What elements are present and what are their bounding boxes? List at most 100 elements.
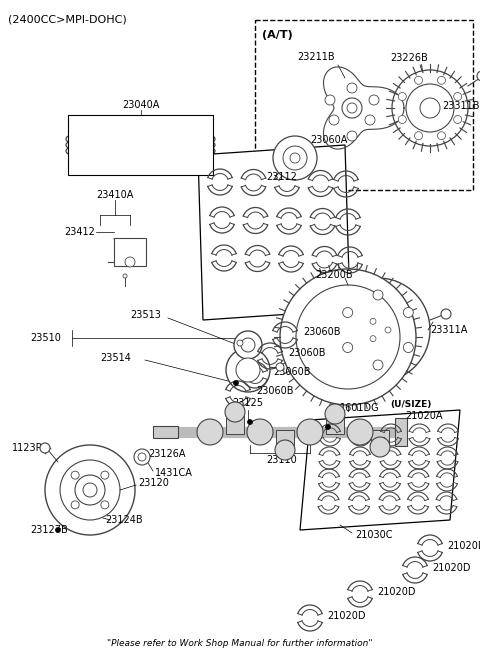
Bar [114,238,146,266]
Text: 23040A: 23040A [122,100,159,110]
Circle shape [71,471,79,479]
Bar [276,430,294,452]
Text: 1601DG: 1601DG [340,403,380,413]
Text: 23112: 23112 [266,172,297,182]
Circle shape [365,115,375,125]
Circle shape [370,335,376,342]
Text: 23060B: 23060B [273,367,311,377]
Text: 21020D: 21020D [327,611,365,621]
Circle shape [437,76,445,84]
Circle shape [369,95,379,105]
Circle shape [325,424,331,430]
Text: (2400CC>MPI-DOHC): (2400CC>MPI-DOHC) [8,14,127,24]
Circle shape [226,348,270,392]
Circle shape [329,115,339,125]
Text: 23110: 23110 [266,455,298,465]
Circle shape [403,343,413,352]
Circle shape [373,360,383,370]
Text: 23226B: 23226B [390,53,428,63]
Circle shape [237,340,243,346]
Text: 23510: 23510 [30,333,61,343]
Text: 23124B: 23124B [105,515,143,525]
Polygon shape [300,410,460,530]
Circle shape [370,318,376,324]
Polygon shape [236,351,260,370]
Text: 21020A: 21020A [405,411,443,421]
Bar [255,20,473,190]
Circle shape [343,307,353,318]
Circle shape [358,310,398,350]
Text: 23514: 23514 [100,353,131,363]
Circle shape [123,274,127,278]
Circle shape [45,445,135,535]
Circle shape [297,419,323,445]
Text: 23410A: 23410A [96,190,134,200]
Text: 21030C: 21030C [355,530,393,540]
Text: 23126A: 23126A [148,449,185,459]
Circle shape [101,501,109,509]
Circle shape [56,527,60,533]
Circle shape [233,381,239,386]
Circle shape [415,76,422,84]
Circle shape [347,419,373,445]
Circle shape [441,309,451,319]
Circle shape [385,327,391,333]
Circle shape [296,285,400,389]
Circle shape [398,92,406,100]
Circle shape [241,338,255,352]
Circle shape [342,98,362,118]
Bar [395,418,407,446]
Circle shape [247,419,273,445]
Circle shape [234,331,262,359]
Circle shape [276,363,284,371]
Circle shape [280,269,416,405]
Circle shape [454,115,462,124]
Circle shape [325,404,345,424]
Circle shape [347,83,357,93]
Circle shape [398,115,406,124]
Circle shape [283,146,307,170]
Bar [226,410,244,434]
Text: 23060B: 23060B [288,348,325,358]
Text: 23412: 23412 [64,227,95,237]
Circle shape [197,419,223,445]
Text: 21020D: 21020D [432,563,470,573]
Circle shape [347,131,357,141]
Circle shape [125,257,135,267]
Circle shape [370,437,390,457]
Text: 21020D: 21020D [377,587,416,597]
Circle shape [101,471,109,479]
Circle shape [392,70,468,146]
Polygon shape [198,145,350,320]
Text: 23060B: 23060B [303,327,340,337]
Circle shape [406,84,454,132]
Bar [68,115,213,175]
Circle shape [373,290,383,300]
Bar [371,430,389,449]
Text: 23127B: 23127B [30,525,68,535]
Circle shape [437,132,445,140]
Circle shape [290,153,300,163]
Text: "Please refer to Work Shop Manual for further information": "Please refer to Work Shop Manual for fu… [107,639,373,648]
Circle shape [477,71,480,81]
Text: (A/T): (A/T) [262,30,293,40]
Circle shape [415,132,422,140]
Circle shape [40,443,50,453]
Circle shape [60,460,120,520]
Text: (U/SIZE): (U/SIZE) [390,400,432,409]
Bar [326,412,344,434]
Circle shape [225,402,245,422]
Circle shape [347,103,357,113]
Circle shape [275,440,295,460]
Circle shape [71,501,79,509]
Circle shape [236,358,260,382]
Circle shape [420,98,440,118]
Text: 21020D: 21020D [447,541,480,551]
Text: 23311B: 23311B [442,101,480,111]
Circle shape [403,307,413,318]
Text: 23513: 23513 [130,310,161,320]
Bar [153,426,178,438]
Circle shape [273,136,317,180]
Circle shape [325,95,335,105]
Circle shape [326,278,430,382]
